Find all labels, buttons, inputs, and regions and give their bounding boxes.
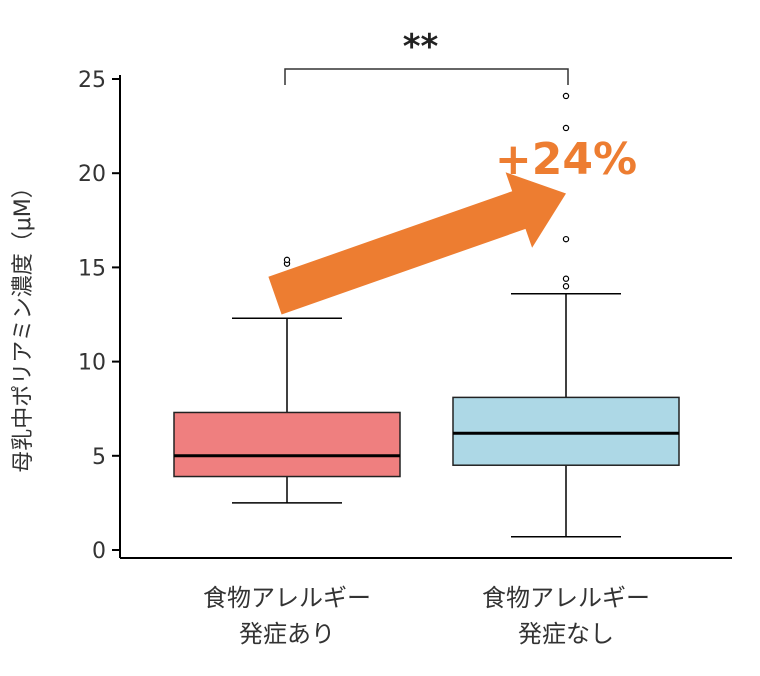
annotation-layer (268, 68, 569, 315)
y-axis-label: 母乳中ポリアミン濃度（μM） (11, 176, 36, 473)
category-label-1-line1: 食物アレルギー (203, 584, 371, 612)
outlier-point (562, 275, 570, 282)
box-plot-layer (173, 92, 680, 538)
category-label-2-line2: 発症なし (518, 620, 614, 648)
y-tick-label: 25 (78, 68, 106, 93)
y-tick-label: 5 (92, 445, 106, 470)
significance-marker: ** (403, 27, 439, 67)
outlier-point (562, 124, 570, 132)
outlier-point (562, 283, 570, 290)
outlier-point (283, 256, 291, 264)
increase-arrow (268, 172, 566, 315)
category-label-2-line1: 食物アレルギー (482, 584, 650, 612)
y-axis-ticks: 0 5 10 15 20 25 (78, 68, 120, 564)
box-iqr (173, 411, 401, 478)
category-label-1-line2: 発症あり (239, 620, 335, 648)
box-iqr (452, 396, 680, 466)
percent-change-label: +24% (495, 134, 637, 185)
y-tick-label: 20 (78, 162, 106, 187)
outlier-point (562, 235, 570, 243)
y-tick-label: 0 (92, 539, 106, 564)
y-tick-label: 10 (78, 351, 106, 376)
outlier-point (562, 92, 570, 100)
significance-bracket (284, 68, 569, 85)
y-tick-label: 15 (78, 256, 106, 281)
